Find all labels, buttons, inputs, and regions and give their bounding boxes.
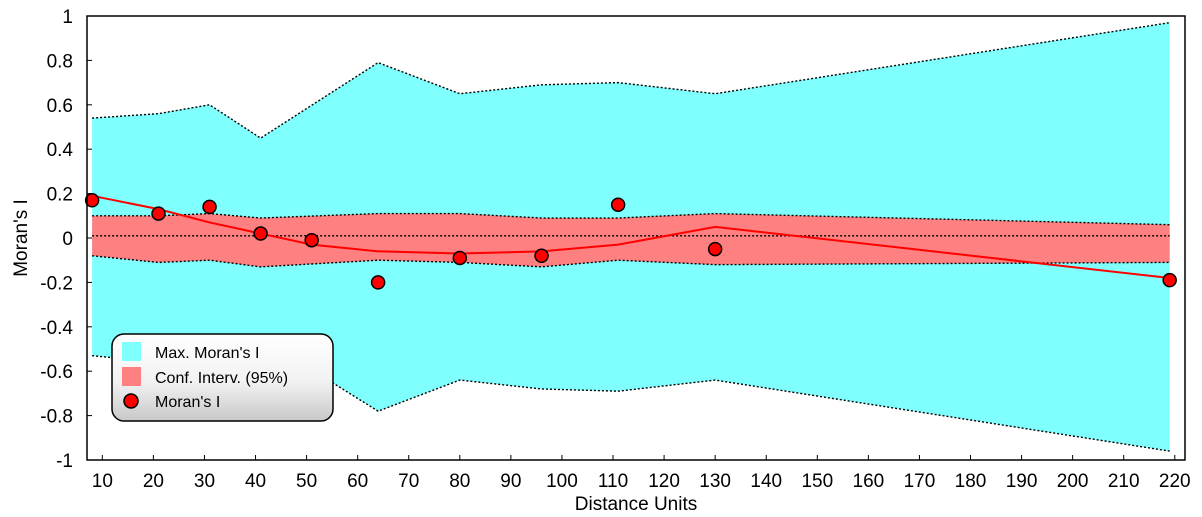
x-tick-label: 100 — [546, 471, 578, 492]
y-tick-label: 0.4 — [47, 140, 74, 161]
data-point — [84, 193, 100, 208]
legend-label-max-morans-i: Max. Moran's I — [155, 345, 259, 362]
legend-swatch-conf-interv — [122, 367, 141, 386]
x-tick-label: 220 — [1159, 471, 1191, 492]
y-axis-ticks: -1 -0.8 -0.6 -0.4 -0.2 0 0.2 0.4 0.6 0.8 1 — [40, 7, 92, 472]
bands-layer — [92, 22, 1170, 452]
x-tick-label: 70 — [398, 471, 419, 492]
y-axis-label: Moran's I — [11, 199, 32, 277]
x-tick-label: 210 — [1108, 471, 1140, 492]
x-tick-label: 150 — [801, 471, 833, 492]
x-axis-label: Distance Units — [575, 494, 698, 515]
data-point — [707, 241, 723, 257]
data-point — [151, 206, 166, 221]
legend-label-morans-i: Moran's I — [155, 394, 220, 411]
conf-interval-band — [92, 213, 1170, 267]
data-point — [452, 250, 468, 266]
x-tick-label: 60 — [347, 471, 368, 492]
legend-box — [111, 333, 334, 422]
x-tick-label: 40 — [245, 471, 266, 492]
x-tick-label: 200 — [1057, 471, 1089, 492]
x-tick-label: 110 — [598, 471, 628, 492]
max-morans-i-band-upper-edge — [92, 21, 1170, 139]
y-tick-label: 0.6 — [47, 96, 73, 117]
data-point — [253, 226, 268, 241]
legend-swatch-morans-i — [123, 393, 139, 409]
legend: Max. Moran's I Conf. Interv. (95%) Moran… — [111, 333, 334, 422]
y-tick-label: -0.2 — [40, 273, 73, 294]
x-tick-label: 140 — [750, 471, 782, 492]
data-point — [610, 197, 626, 212]
data-point — [304, 232, 319, 248]
y-tick-label: 0.2 — [47, 185, 73, 206]
data-point — [370, 275, 386, 290]
data-point — [1162, 272, 1177, 288]
x-tick-label: 50 — [296, 471, 317, 492]
x-tick-label: 30 — [194, 471, 215, 492]
y-tick-label: -0.4 — [40, 318, 73, 339]
x-tick-label: 120 — [648, 471, 680, 492]
legend-swatch-max-morans-i — [122, 342, 141, 361]
conf-interval-band-lower-edge — [92, 255, 1170, 268]
x-tick-label: 90 — [500, 471, 521, 492]
x-tick-label: 170 — [904, 471, 936, 492]
data-point — [534, 248, 549, 264]
y-tick-label: 0.8 — [47, 51, 73, 72]
x-tick-label: 160 — [853, 471, 885, 492]
y-tick-label: -1 — [56, 451, 73, 472]
x-tick-label: 80 — [449, 471, 470, 492]
legend-label-conf-interv: Conf. Interv. (95%) — [155, 370, 288, 387]
x-tick-label: 10 — [92, 471, 113, 492]
y-tick-label: -0.8 — [40, 407, 73, 428]
y-tick-label: 0 — [62, 229, 73, 250]
y-tick-label: 1 — [62, 7, 73, 28]
x-tick-label: 190 — [1006, 471, 1038, 492]
x-tick-label: 180 — [955, 471, 987, 492]
points-layer — [84, 193, 1177, 290]
data-point — [202, 199, 217, 215]
x-tick-label: 20 — [143, 471, 164, 492]
y-tick-label: -0.6 — [40, 362, 73, 383]
x-tick-label: 130 — [699, 471, 731, 492]
trend-line — [91, 194, 1170, 279]
x-axis-ticks: 10 20 30 40 50 60 70 80 90 100 110 120 130 140 150 160 1… — [92, 455, 1191, 492]
